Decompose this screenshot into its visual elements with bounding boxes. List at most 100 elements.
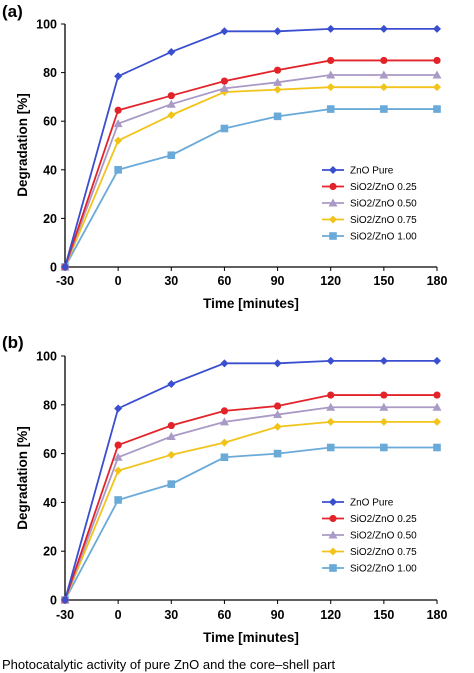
data-point: [61, 263, 69, 271]
legend-swatch-marker: [329, 232, 337, 240]
legend-swatch-marker: [329, 514, 337, 523]
figure-caption: Photocatalytic activity of pure ZnO and …: [2, 657, 336, 672]
data-point: [273, 422, 282, 431]
data-point: [167, 151, 176, 160]
data-point: [432, 402, 442, 411]
data-point: [326, 417, 335, 426]
data-point: [273, 85, 282, 94]
y-axis-title: Degradation [%]: [15, 93, 30, 197]
series-line: [64, 420, 437, 601]
series-line: [64, 59, 437, 268]
data-point: [327, 56, 335, 65]
data-point: [326, 83, 335, 92]
data-point: [113, 452, 123, 461]
panel-label: (b): [2, 333, 24, 352]
data-point: [273, 449, 282, 458]
x-axis-title: Time [minutes]: [203, 630, 299, 645]
x-tick-label: 0: [115, 274, 122, 288]
legend-label: SiO2/ZnO 0.50: [350, 531, 417, 542]
x-tick-label: 0: [115, 608, 122, 622]
data-point: [114, 106, 122, 114]
data-point: [326, 24, 335, 33]
series-line: [64, 359, 437, 601]
y-tick-label: 100: [36, 350, 57, 364]
legend-label: SiO2/ZnO 1.00: [350, 232, 417, 243]
data-point: [379, 402, 389, 411]
series-sio2-zno-0-50: [60, 70, 442, 271]
y-tick-label: 60: [43, 447, 57, 461]
data-point: [326, 356, 335, 365]
x-tick-label: -30: [56, 274, 74, 288]
data-point: [433, 24, 441, 33]
y-axis-title: Degradation [%]: [15, 426, 30, 530]
data-point: [167, 111, 176, 120]
legend-label: SiO2/ZnO 0.75: [350, 547, 417, 558]
series-line: [64, 74, 437, 268]
legend-label: SiO2/ZnO 1.00: [350, 564, 417, 575]
x-tick-label: 180: [427, 608, 448, 622]
data-point: [379, 83, 388, 92]
data-point: [114, 404, 123, 413]
data-point: [380, 105, 388, 113]
legend-swatch-marker: [329, 166, 337, 174]
data-point: [167, 92, 175, 100]
legend-label: SiO2/ZnO 0.25: [350, 182, 417, 193]
legend: ZnO Pure SiO2/ZnO 0.25 SiO2/ZnO 0.50 SiO2/Z…: [322, 166, 417, 243]
data-point: [220, 77, 229, 85]
series-line: [64, 406, 437, 601]
data-point: [273, 410, 283, 419]
data-point: [167, 480, 176, 488]
y-tick-label: 40: [43, 163, 57, 177]
data-point: [220, 407, 229, 415]
data-point: [327, 391, 335, 399]
data-point: [433, 417, 441, 426]
legend-label: SiO2/ZnO 0.75: [350, 215, 417, 226]
y-tick-label: 80: [43, 66, 57, 80]
y-tick-label: 100: [36, 18, 57, 32]
legend-label: SiO2/ZnO 0.50: [350, 199, 417, 210]
data-point: [326, 70, 336, 79]
x-axis-title: Time [minutes]: [203, 296, 299, 311]
series-line: [64, 394, 437, 601]
data-point: [114, 136, 123, 145]
data-point: [433, 443, 441, 452]
legend-swatch-marker: [329, 498, 337, 506]
y-tick-label: 20: [43, 545, 57, 559]
data-point: [379, 70, 389, 79]
data-point: [113, 119, 123, 128]
x-tick-label: 30: [164, 274, 178, 288]
y-tick-label: 40: [43, 496, 57, 510]
data-point: [433, 105, 441, 113]
x-tick-label: 90: [271, 608, 285, 622]
data-point: [114, 496, 122, 504]
data-point: [167, 380, 176, 389]
legend-swatch-marker: [329, 564, 337, 572]
series-sio2-zno-0-75: [61, 417, 441, 604]
data-point: [273, 359, 282, 368]
series-line: [64, 86, 437, 268]
data-point: [166, 99, 176, 108]
data-point: [220, 438, 229, 447]
data-point: [326, 443, 335, 452]
x-tick-label: 30: [164, 608, 178, 622]
data-point: [114, 166, 122, 174]
x-tick-label: 150: [373, 274, 394, 288]
data-point: [379, 24, 388, 33]
data-point: [432, 70, 442, 79]
data-point: [220, 359, 229, 368]
series-line: [64, 108, 437, 268]
legend-label: ZnO Pure: [350, 166, 394, 177]
x-tick-label: 120: [320, 274, 341, 288]
data-point: [379, 356, 388, 365]
y-tick-label: 80: [43, 398, 57, 412]
x-tick-label: 90: [271, 274, 285, 288]
series-line: [64, 27, 437, 268]
x-tick-label: 60: [217, 274, 231, 288]
legend: ZnO Pure SiO2/ZnO 0.25 SiO2/ZnO 0.50 SiO2/Z…: [322, 498, 417, 575]
data-point: [380, 391, 388, 399]
data-point: [220, 27, 229, 36]
data-point: [220, 124, 229, 133]
x-tick-label: 180: [427, 274, 448, 288]
